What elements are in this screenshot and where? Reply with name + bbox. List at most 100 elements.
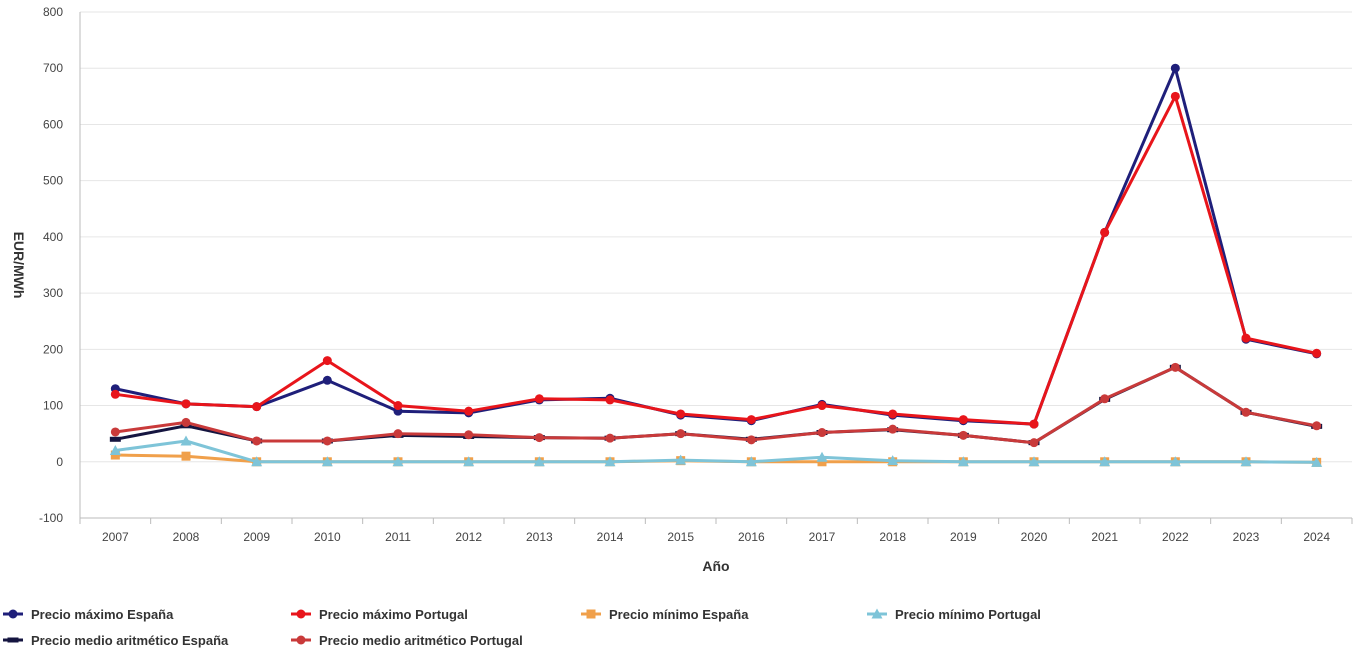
data-point[interactable] <box>1099 456 1111 467</box>
data-point[interactable] <box>393 401 403 411</box>
data-point[interactable] <box>604 456 616 467</box>
series-line <box>115 439 1317 464</box>
data-point[interactable] <box>322 375 332 385</box>
legend-item-2[interactable]: Precio máximo Portugal <box>290 604 468 624</box>
legend-item-5[interactable]: Precio medio aritmético España <box>2 630 228 650</box>
data-point[interactable] <box>746 415 756 425</box>
legend-label: Precio medio aritmético España <box>31 632 229 648</box>
y-tick-label: 600 <box>43 117 63 131</box>
data-point[interactable] <box>958 430 968 440</box>
data-point[interactable] <box>252 436 262 446</box>
data-point[interactable] <box>1169 456 1181 467</box>
data-point[interactable] <box>181 417 191 427</box>
data-point[interactable] <box>322 356 332 366</box>
data-point[interactable] <box>1029 419 1039 429</box>
legend-item-6[interactable]: Precio medio aritmético Portugal <box>290 630 523 650</box>
axes: -100 0 100 200 300 400 500 600 700 800 2007 2008 200… <box>39 5 1353 544</box>
legend-item-1[interactable]: Precio máximo España <box>2 604 173 624</box>
data-point[interactable] <box>1241 407 1251 417</box>
data-point[interactable] <box>817 428 827 438</box>
data-point[interactable] <box>1170 362 1180 372</box>
data-point[interactable] <box>1029 438 1039 448</box>
data-point[interactable] <box>605 395 615 405</box>
series-5 <box>109 364 1323 446</box>
data-point[interactable] <box>1311 456 1323 467</box>
data-point[interactable] <box>746 435 756 445</box>
legend-label: Precio mínimo Portugal <box>895 606 1041 622</box>
series-2 <box>110 91 1322 429</box>
series-layer <box>109 63 1323 467</box>
x-tick-label: 2019 <box>950 530 977 544</box>
legend-label: Precio mínimo España <box>609 606 749 622</box>
data-point[interactable] <box>252 402 262 412</box>
y-tick-label: 700 <box>43 61 63 75</box>
data-point[interactable] <box>463 456 475 467</box>
data-point[interactable] <box>888 409 898 419</box>
y-tick-label: 100 <box>43 399 63 413</box>
data-point[interactable] <box>675 454 687 465</box>
data-point[interactable] <box>533 456 545 467</box>
x-axis-title: Año <box>702 558 729 574</box>
data-point[interactable] <box>181 451 191 461</box>
y-axis-title: EUR/MWh <box>11 232 27 299</box>
x-tick-label: 2022 <box>1162 530 1189 544</box>
data-point[interactable] <box>676 409 686 419</box>
series-1 <box>110 63 1322 429</box>
data-point[interactable] <box>1241 333 1251 343</box>
x-tick-label: 2024 <box>1303 530 1330 544</box>
data-point[interactable] <box>1170 63 1180 73</box>
data-point[interactable] <box>321 456 333 467</box>
data-point[interactable] <box>251 456 263 467</box>
legend-swatch <box>291 635 311 645</box>
data-point[interactable] <box>888 424 898 434</box>
data-point[interactable] <box>464 406 474 416</box>
series-line <box>115 94 1318 426</box>
data-point[interactable] <box>1100 227 1110 237</box>
legend-swatch <box>867 608 887 619</box>
x-tick-label: 2013 <box>526 530 553 544</box>
data-point[interactable] <box>392 456 404 467</box>
data-point[interactable] <box>464 430 474 440</box>
x-tick-label: 2010 <box>314 530 341 544</box>
data-point[interactable] <box>110 427 120 437</box>
legend-item-3[interactable]: Precio mínimo España <box>580 604 748 624</box>
data-point[interactable] <box>1100 394 1110 404</box>
series-3 <box>110 450 1322 467</box>
data-point[interactable] <box>958 415 968 425</box>
data-point[interactable] <box>1028 456 1040 467</box>
data-point[interactable] <box>534 394 544 404</box>
data-point[interactable] <box>1312 421 1322 431</box>
x-tick-label: 2007 <box>102 530 129 544</box>
data-point[interactable] <box>605 433 615 443</box>
x-tick-label: 2008 <box>173 530 200 544</box>
data-point[interactable] <box>1170 91 1180 101</box>
data-point[interactable] <box>180 435 192 446</box>
data-point[interactable] <box>817 401 827 411</box>
legend-item-4[interactable]: Precio mínimo Portugal <box>866 604 1041 624</box>
y-tick-label: 400 <box>43 230 63 244</box>
data-point[interactable] <box>1240 456 1252 467</box>
legend-swatch <box>291 609 311 619</box>
data-point[interactable] <box>1312 348 1322 358</box>
data-point[interactable] <box>109 445 121 456</box>
x-tick-label: 2018 <box>879 530 906 544</box>
data-point[interactable] <box>393 429 403 439</box>
x-tick-label: 2011 <box>385 530 411 544</box>
data-point[interactable] <box>322 436 332 446</box>
data-point[interactable] <box>676 429 686 439</box>
x-tick-label: 2014 <box>597 530 624 544</box>
data-point[interactable] <box>887 455 899 466</box>
x-tick-label: 2023 <box>1233 530 1260 544</box>
legend-swatch <box>3 609 23 619</box>
data-point[interactable] <box>109 436 121 442</box>
data-point[interactable] <box>745 456 757 467</box>
data-point[interactable] <box>110 389 120 399</box>
data-point[interactable] <box>534 433 544 443</box>
data-point[interactable] <box>181 399 191 409</box>
x-tick-label: 2017 <box>809 530 836 544</box>
legend-label: Precio máximo España <box>31 606 174 622</box>
x-tick-label: 2009 <box>243 530 270 544</box>
data-point[interactable] <box>957 456 969 467</box>
data-point[interactable] <box>816 451 828 462</box>
y-tick-label: 800 <box>43 5 63 19</box>
